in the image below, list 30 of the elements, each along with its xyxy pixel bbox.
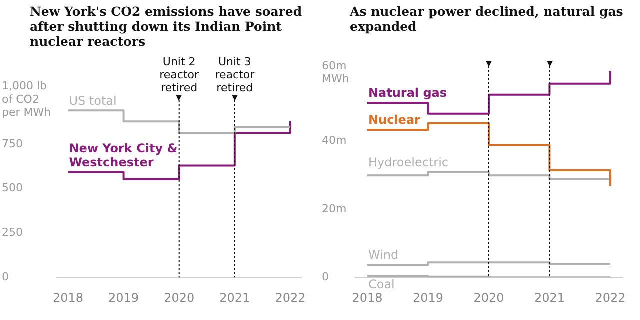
x-tick-label: 2018: [352, 290, 383, 305]
y-tick-label: 250: [2, 226, 23, 240]
x-tick-label: 2022: [595, 290, 626, 305]
x-tick-label: 2020: [164, 290, 195, 305]
series-label: Hydroelectric: [368, 155, 449, 170]
series-label: Coal: [368, 277, 395, 292]
chart-title: As nuclear power declined, natural gas expanded: [348, 3, 624, 36]
series-label: New York City & Westchester: [69, 141, 178, 170]
series-label: Natural gas: [368, 86, 448, 100]
y-tick-label: 750: [2, 137, 23, 150]
ref-line-label: Unit 2 reactor retired: [160, 55, 200, 94]
x-tick-label: 2019: [412, 290, 444, 305]
y-tick-label: 60m MWh: [322, 59, 350, 86]
chart-title: New York's CO2 emissions have soared after shutting down its Indian Point nuclear reactors: [29, 3, 304, 50]
x-tick-label: 2019: [108, 290, 140, 305]
x-tick-label: 2021: [220, 290, 250, 305]
x-tick-label: 2018: [52, 290, 84, 305]
x-tick-label: 2021: [534, 290, 565, 305]
y-tick-label: 40m: [322, 134, 347, 148]
y-tick-label: 0: [2, 270, 9, 284]
y-tick-label: 500: [2, 182, 23, 195]
series-label: US total: [69, 94, 117, 108]
ref-line-label: Unit 3 reactor retired: [215, 55, 256, 94]
x-tick-label: 2022: [275, 290, 306, 305]
y-tick-label: 1,000 lb of CO2 per MWh: [2, 80, 52, 120]
series-label: Wind: [368, 248, 399, 262]
y-tick-label: 0: [322, 270, 329, 284]
x-tick-label: 2020: [474, 290, 504, 305]
y-tick-label: 20m: [322, 202, 347, 216]
series-label: Nuclear: [368, 113, 421, 128]
